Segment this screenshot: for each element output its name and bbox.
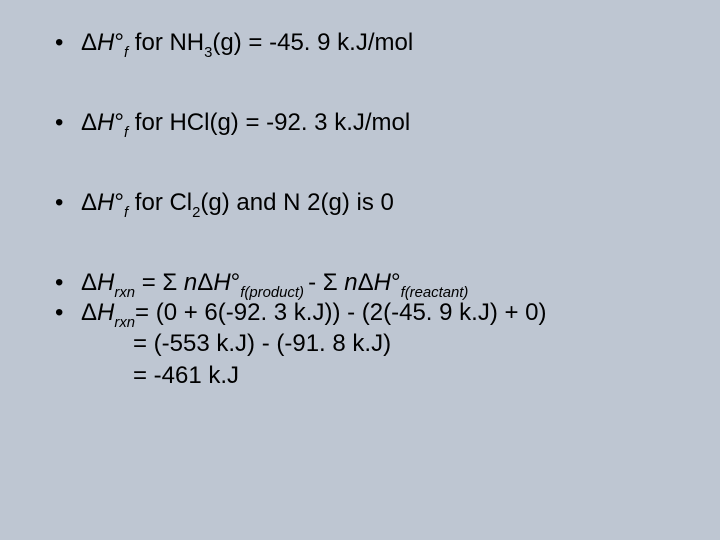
bullet-item: ΔH°f for HCl(g) = -92. 3 k.J/mol [55,108,680,138]
calc-line-3: = -461 k.J [55,360,680,392]
enthalpy-symbol: ΔH°f [81,29,128,56]
bullet-item: ΔH°f for Cl2(g) and N 2(g) is 0 [55,188,680,218]
value: -92. 3 k.J/mol [266,109,410,136]
static-text: for Cl [135,189,192,216]
static-text: (g) = [212,29,269,56]
value: -45. 9 k.J/mol [269,29,413,56]
static-text: (g) and N 2(g) is [200,189,380,216]
enthalpy-symbol: ΔH°f [81,109,128,136]
value: 0 [380,189,393,216]
equation-lhs: ΔHrxn = [81,269,162,296]
static-text: for HCl(g) = [135,109,266,136]
static-text: for NH [135,29,204,56]
subscript: 3 [204,45,212,61]
bullet-item: ΔH°f for NH3(g) = -45. 9 k.J/mol [55,28,680,58]
enthalpy-symbol: ΔH°f [81,189,128,216]
calc-lhs: ΔHrxn= [81,299,156,326]
calc-line-1: (0 + 6(-92. 3 k.J)) - (2(-45. 9 k.J) + 0… [156,299,547,326]
subscript: 2 [192,205,200,221]
bullet-item: ΔHrxn= (0 + 6(-92. 3 k.J)) - (2(-45. 9 k… [55,298,680,328]
slide: ΔH°f for NH3(g) = -45. 9 k.J/mol ΔH°f fo… [0,0,720,540]
bullet-list: ΔH°f for NH3(g) = -45. 9 k.J/mol ΔH°f fo… [55,28,680,328]
calc-line-2: = (-553 k.J) - (-91. 8 k.J) [55,328,680,360]
equation-rhs: Σ nΔH°f(product) - Σ nΔH°f(reactant) [162,269,468,296]
bullet-item: ΔHrxn = Σ nΔH°f(product) - Σ nΔH°f(react… [55,268,680,298]
